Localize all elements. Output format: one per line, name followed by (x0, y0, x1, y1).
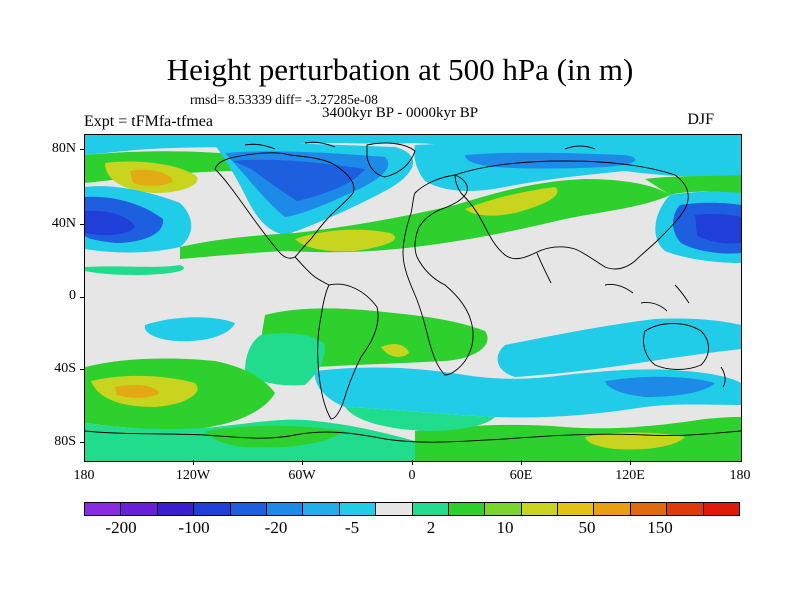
lat-tick (80, 224, 85, 225)
lat-tick (80, 442, 85, 443)
lat-tick (80, 297, 85, 298)
atlantic-yellow-ridge (295, 229, 396, 252)
colorbar-swatch (266, 503, 304, 515)
colorbar-label: 10 (496, 518, 514, 537)
colorbar-swatch (303, 503, 340, 515)
southern-high-band (415, 417, 741, 461)
colorbar-swatch (558, 503, 595, 515)
colorbar-swatch (376, 503, 413, 515)
tropical-teal-strip (85, 265, 184, 275)
colorbar-swatch (194, 503, 231, 515)
north-pacific-east-core (695, 214, 741, 244)
south-pacific-blue-patch (144, 317, 235, 342)
experiment-label: Expt = tFMfa-tfmea (84, 113, 213, 130)
north-pacific-low-core (85, 210, 135, 235)
lon-label-180e: 180 (729, 468, 751, 483)
eurasia-yellow-ridge (465, 187, 558, 216)
colorbar-swatch (485, 503, 522, 515)
south-polar-green (205, 425, 345, 448)
lat-label-80s: 80S (54, 434, 76, 449)
east-pacific-green (645, 175, 741, 195)
colorbar-swatch (448, 503, 486, 515)
colorbar-swatch (412, 503, 449, 515)
map-title: Height perturbation at 500 hPa (in m) (166, 52, 634, 87)
statistics-text: rmsd= 8.53339 diff= -3.27285e-08 (190, 92, 378, 107)
lon-label-120w: 120W (175, 468, 211, 483)
coastlines (85, 141, 741, 443)
lat-tick (80, 149, 85, 150)
south-pacific-orange-core (115, 385, 159, 398)
antarctic-yellow-patch (585, 432, 685, 450)
colorbar-label: 2 (426, 518, 436, 537)
lon-label-60e: 60E (509, 468, 533, 483)
lon-label-60w: 60W (288, 468, 316, 483)
colorbar-swatch (230, 503, 267, 515)
lat-label-equator: 0 (69, 288, 76, 303)
lon-tick (630, 460, 631, 465)
period-label: 3400kyr BP - 0000kyr BP (322, 105, 479, 121)
height-perturbation-map (85, 135, 741, 461)
lon-tick (521, 460, 522, 465)
lon-tick (412, 460, 413, 465)
map-panel (84, 134, 742, 462)
lon-label-180w: 180 (73, 468, 95, 483)
colorbar-label: -100 (178, 518, 210, 537)
lat-label-40n: 40N (51, 216, 76, 231)
colorbar-label: 50 (578, 518, 596, 537)
lat-label-40s: 40S (54, 361, 76, 376)
north-america-trough-core (233, 159, 365, 201)
indian-ocean-blue (497, 318, 741, 377)
colorbar-swatch (339, 503, 377, 515)
colorbar-swatch (594, 503, 631, 515)
colorbar-label: -5 (344, 518, 360, 537)
lon-label-120e: 120E (615, 468, 645, 483)
colorbar-label: -20 (264, 518, 288, 537)
season-label: DJF (687, 111, 714, 128)
lat-label-80n: 80N (51, 141, 76, 156)
lon-label-0: 0 (408, 468, 416, 483)
colorbar (84, 502, 740, 516)
colorbar-swatch (703, 503, 740, 515)
lon-tick (302, 460, 303, 465)
north-pacific-orange (130, 169, 173, 186)
south-atlantic-yellow (381, 344, 409, 357)
southern-ocean-blue-core (605, 376, 715, 397)
colorbar-label: -200 (105, 518, 137, 537)
colorbar-swatch (121, 503, 158, 515)
colorbar-label: 150 (647, 518, 673, 537)
antarctic-teal-band (345, 407, 495, 431)
colorbar-swatch (521, 503, 559, 515)
colorbar-swatch (630, 503, 668, 515)
colorbar-swatch (85, 503, 122, 515)
lat-tick (80, 369, 85, 370)
colorbar-swatch (157, 503, 195, 515)
lon-tick (193, 460, 194, 465)
colorbar-swatch (667, 503, 704, 515)
eurasia-blue-core (465, 152, 636, 169)
south-teal-belt (245, 333, 325, 386)
